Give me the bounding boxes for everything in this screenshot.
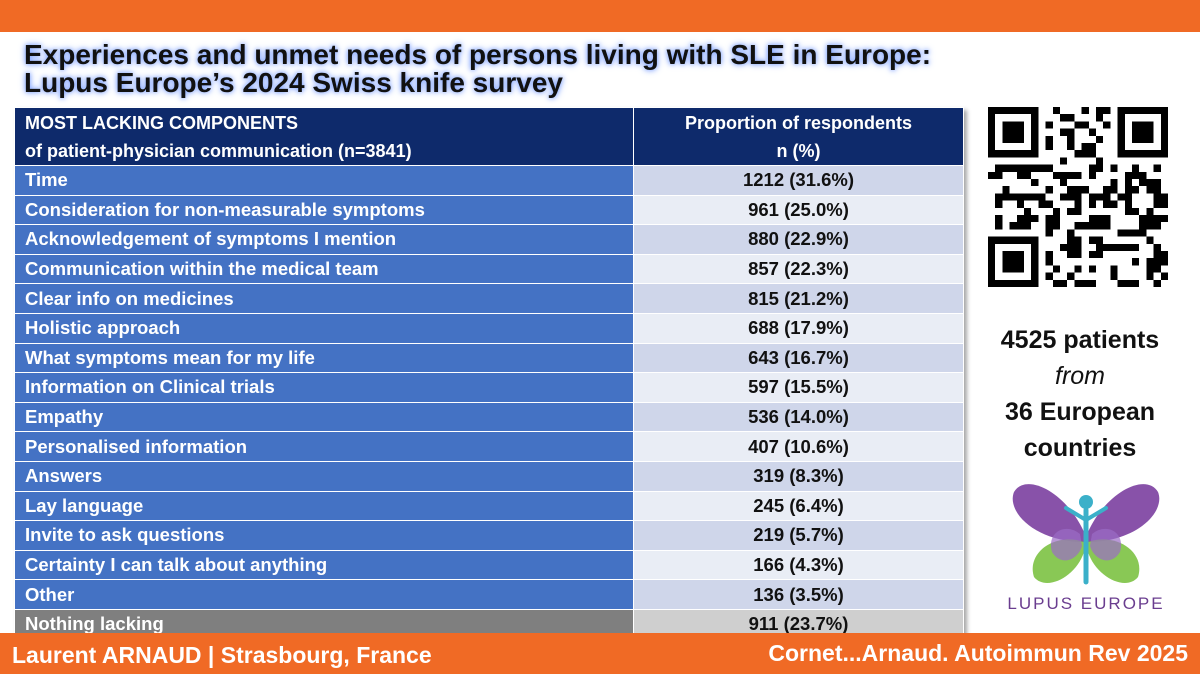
row-value: 407 (10.6%) [633, 431, 964, 462]
header-proportion-line-1: Proportion of respondents [685, 112, 912, 133]
row-label: Lay language [14, 490, 634, 522]
row-value: 597 (15.5%) [633, 372, 964, 403]
top-accent-bar [0, 0, 1200, 32]
table-row: Lay language 245 (6.4%) [14, 490, 964, 522]
stats-from: from [1055, 362, 1105, 390]
row-label: Empathy [14, 401, 634, 433]
row-label: Information on Clinical trials [14, 372, 634, 403]
stats-countries-line-2: countries [1023, 434, 1137, 462]
header-components-line-1: MOST LACKING COMPONENTS [25, 112, 298, 133]
row-label: Communication within the medical team [14, 253, 634, 285]
row-value: 815 (21.2%) [633, 283, 964, 314]
row-value: 643 (16.7%) [633, 342, 964, 374]
header-components-line-2: of patient-physician communication (n=38… [25, 140, 412, 161]
row-label: Answers [14, 460, 634, 492]
footer-bar: Laurent ARNAUD | Strasbourg, France Corn… [0, 633, 1200, 674]
table-row: Consideration for non-measurable symptom… [14, 194, 964, 226]
table-row: Time 1212 (31.6%) [14, 165, 964, 196]
table-row: Other 136 (3.5%) [14, 579, 964, 610]
row-label: Personalised information [14, 431, 634, 462]
footer-author: Laurent ARNAUD | Strasbourg, France [12, 642, 432, 668]
survey-stats: 4525 patients from 36 European countries [972, 322, 1188, 466]
row-label: Holistic approach [14, 312, 634, 344]
row-value: 961 (25.0%) [633, 194, 964, 226]
header-components: MOST LACKING COMPONENTS of patient-physi… [14, 107, 634, 166]
lupus-europe-butterfly-logo [1012, 484, 1160, 585]
row-value: 1212 (31.6%) [633, 165, 964, 196]
table-row: Communication within the medical team 857… [14, 253, 964, 285]
row-label: What symptoms mean for my life [14, 342, 634, 374]
table-row: Personalised information 407 (10.6%) [14, 431, 964, 462]
table-header-row: MOST LACKING COMPONENTS of patient-physi… [14, 107, 964, 166]
row-value: 166 (4.3%) [633, 549, 964, 581]
row-label: Invite to ask questions [14, 520, 634, 551]
page-title: Experiences and unmet needs of persons l… [24, 41, 931, 97]
row-value: 880 (22.9%) [633, 224, 964, 255]
title-line-1: Experiences and unmet needs of persons l… [24, 39, 932, 70]
table-row: Empathy 536 (14.0%) [14, 401, 964, 433]
row-value: 136 (3.5%) [633, 579, 964, 610]
row-value: 688 (17.9%) [633, 312, 964, 344]
stats-countries-line-1: 36 European [1004, 398, 1156, 426]
row-label: Certainty I can talk about anything [14, 549, 634, 581]
row-label: Consideration for non-measurable symptom… [14, 194, 634, 226]
results-table: MOST LACKING COMPONENTS of patient-physi… [14, 107, 964, 640]
row-value: 319 (8.3%) [633, 460, 964, 492]
stats-patients: 4525 patients [1000, 326, 1160, 354]
row-value: 245 (6.4%) [633, 490, 964, 522]
table-row: Invite to ask questions 219 (5.7%) [14, 520, 964, 551]
table-row: Clear info on medicines 815 (21.2%) [14, 283, 964, 314]
row-label: Clear info on medicines [14, 283, 634, 314]
logo-wordmark: LUPUS EUROPE [1007, 594, 1165, 613]
header-proportion-line-2: n (%) [776, 140, 821, 161]
table-row: Acknowledgement of symptoms I mention 880… [14, 224, 964, 255]
row-value: 536 (14.0%) [633, 401, 964, 433]
title-line-2: Lupus Europe’s 2024 Swiss knife survey [24, 67, 563, 98]
header-proportion: Proportion of respondents n (%) [633, 107, 964, 166]
row-label: Time [14, 165, 634, 196]
row-label: Other [14, 579, 634, 610]
table-row: Certainty I can talk about anything 166 (… [14, 549, 964, 581]
table-row: Answers 319 (8.3%) [14, 460, 964, 492]
table-row: What symptoms mean for my life 643 (16.7%… [14, 342, 964, 374]
table-row: Information on Clinical trials 597 (15.5%… [14, 372, 964, 403]
table-row: Holistic approach 688 (17.9%) [14, 312, 964, 344]
qr-code[interactable] [988, 107, 1168, 287]
row-label: Acknowledgement of symptoms I mention [14, 224, 634, 255]
footer-citation: Cornet...Arnaud. Autoimmun Rev 2025 [768, 640, 1188, 666]
row-value: 219 (5.7%) [633, 520, 964, 551]
row-value: 857 (22.3%) [633, 253, 964, 285]
